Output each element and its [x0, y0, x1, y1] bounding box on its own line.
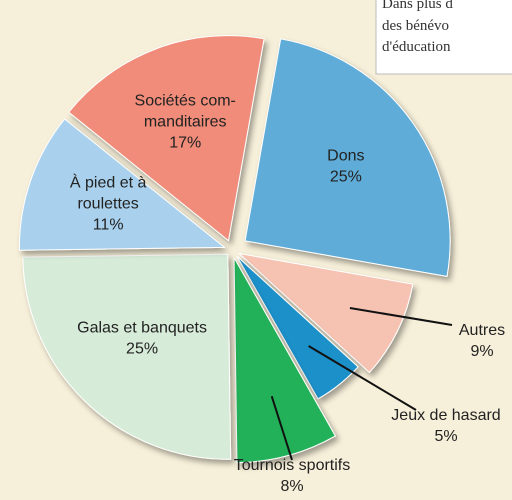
- label-line: Galas et banquets: [77, 319, 207, 336]
- value-label: 5%: [434, 428, 457, 445]
- note-line: des bénévo: [382, 18, 449, 34]
- value-label: 17%: [169, 135, 201, 152]
- value-label: 25%: [330, 168, 362, 185]
- note-line: d'éducation: [382, 39, 451, 55]
- leader-line: [270, 395, 293, 461]
- slice-label: Dons 25%: [327, 147, 364, 185]
- text-box: [375, 0, 512, 75]
- slice-label: Galas et banquets 25%: [77, 319, 207, 357]
- pie-slice: [236, 255, 359, 400]
- leader-line: [308, 345, 417, 411]
- value-label: 9%: [470, 343, 493, 360]
- slice-label: Sociétés com-manditaires 17%: [135, 93, 236, 152]
- label-line: roulettes: [77, 195, 138, 212]
- note-line: Dans plus d: [382, 0, 453, 12]
- value-label: 25%: [126, 340, 158, 357]
- leader-line: [349, 307, 453, 326]
- label-line: Sociétés com-: [135, 93, 236, 110]
- pie-slice: [237, 252, 414, 374]
- pie-slice: [22, 253, 232, 460]
- label-line: À pied et à: [70, 172, 147, 191]
- slice-label: Autres 9%: [459, 322, 505, 360]
- pie-slice: [18, 118, 226, 251]
- label-line: Tournois sportifs: [234, 457, 351, 474]
- pie-slice: [233, 257, 337, 464]
- pie-slice: [244, 38, 451, 278]
- label-line: Jeux de hasard: [391, 407, 500, 424]
- label-line: Dons: [327, 147, 364, 164]
- slice-label: Jeux de hasard 5%: [391, 407, 500, 445]
- label-line: manditaires: [144, 114, 227, 131]
- value-label: 11%: [93, 216, 124, 233]
- slice-label: À pied et à roulettes 11%: [70, 172, 147, 233]
- label-line: Autres: [459, 322, 505, 339]
- pie-slice: [68, 35, 265, 242]
- slice-label: Tournois sportifs 8%: [234, 457, 351, 495]
- value-label: 8%: [280, 478, 303, 495]
